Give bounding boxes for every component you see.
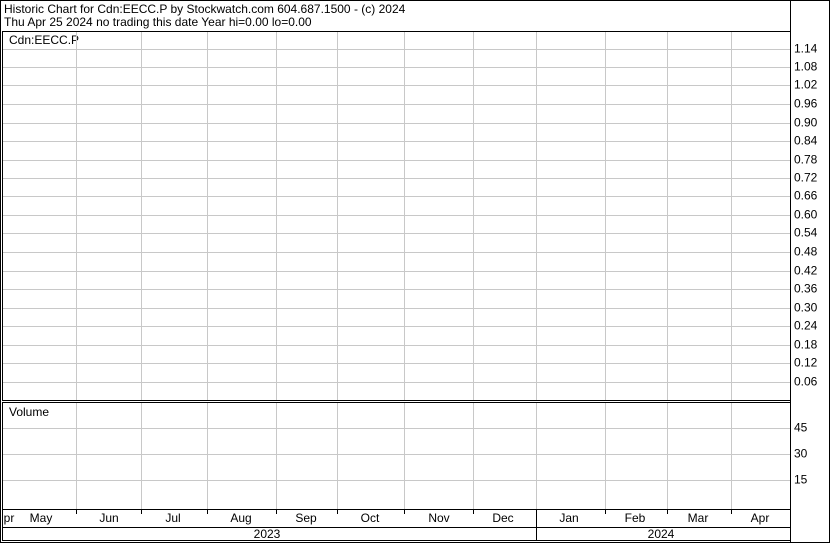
- x-tick-label: Sep: [295, 511, 317, 525]
- x-tick-label: Oct: [361, 511, 380, 525]
- x-tick-label: Dec: [492, 511, 513, 525]
- x-tick-label: Mar: [688, 511, 709, 525]
- y-tick-label: 0.42: [794, 264, 818, 278]
- x-tick-label: Jun: [99, 511, 118, 525]
- panel-label: Volume: [9, 405, 49, 419]
- y-tick-label: 0.48: [794, 245, 818, 259]
- y-tick-label: 1.02: [794, 78, 818, 92]
- x-tick-label: May: [30, 511, 53, 525]
- y-tick-label: 0.78: [794, 153, 818, 167]
- y-tick-label: 0.24: [794, 319, 818, 333]
- y-tick-label: 0.96: [794, 97, 818, 111]
- y-tick-label: 30: [794, 447, 808, 461]
- x-tick-label: Feb: [625, 511, 646, 525]
- chart-subtitle: Thu Apr 25 2024 no trading this date Yea…: [4, 15, 312, 29]
- panel-label: Cdn:EECC.P: [9, 33, 79, 47]
- year-label: 2023: [254, 527, 281, 541]
- y-tick-label: 0.54: [794, 226, 818, 240]
- y-tick-label: 1.14: [794, 42, 818, 56]
- y-tick-label: 15: [794, 473, 808, 487]
- year-label: 2024: [648, 527, 675, 541]
- x-tick-label: Jul: [165, 511, 180, 525]
- chart-title: Historic Chart for Cdn:EECC.P by Stockwa…: [4, 2, 406, 16]
- x-tick-label: pr: [4, 511, 15, 525]
- y-tick-label: 0.66: [794, 189, 818, 203]
- x-tick-label: Aug: [230, 511, 251, 525]
- y-tick-label: 0.60: [794, 208, 818, 222]
- y-tick-label: 0.36: [794, 282, 818, 296]
- x-tick-label: Apr: [751, 511, 770, 525]
- x-tick-label: Nov: [428, 511, 449, 525]
- y-tick-label: 0.18: [794, 338, 818, 352]
- y-tick-label: 0.30: [794, 301, 818, 315]
- y-tick-label: 0.06: [794, 375, 818, 389]
- y-tick-label: 0.90: [794, 116, 818, 130]
- y-tick-label: 45: [794, 421, 808, 435]
- y-tick-label: 0.84: [794, 134, 818, 148]
- y-tick-label: 1.08: [794, 60, 818, 74]
- y-tick-label: 0.72: [794, 171, 818, 185]
- y-tick-label: 0.12: [794, 356, 818, 370]
- x-tick-label: Jan: [559, 511, 578, 525]
